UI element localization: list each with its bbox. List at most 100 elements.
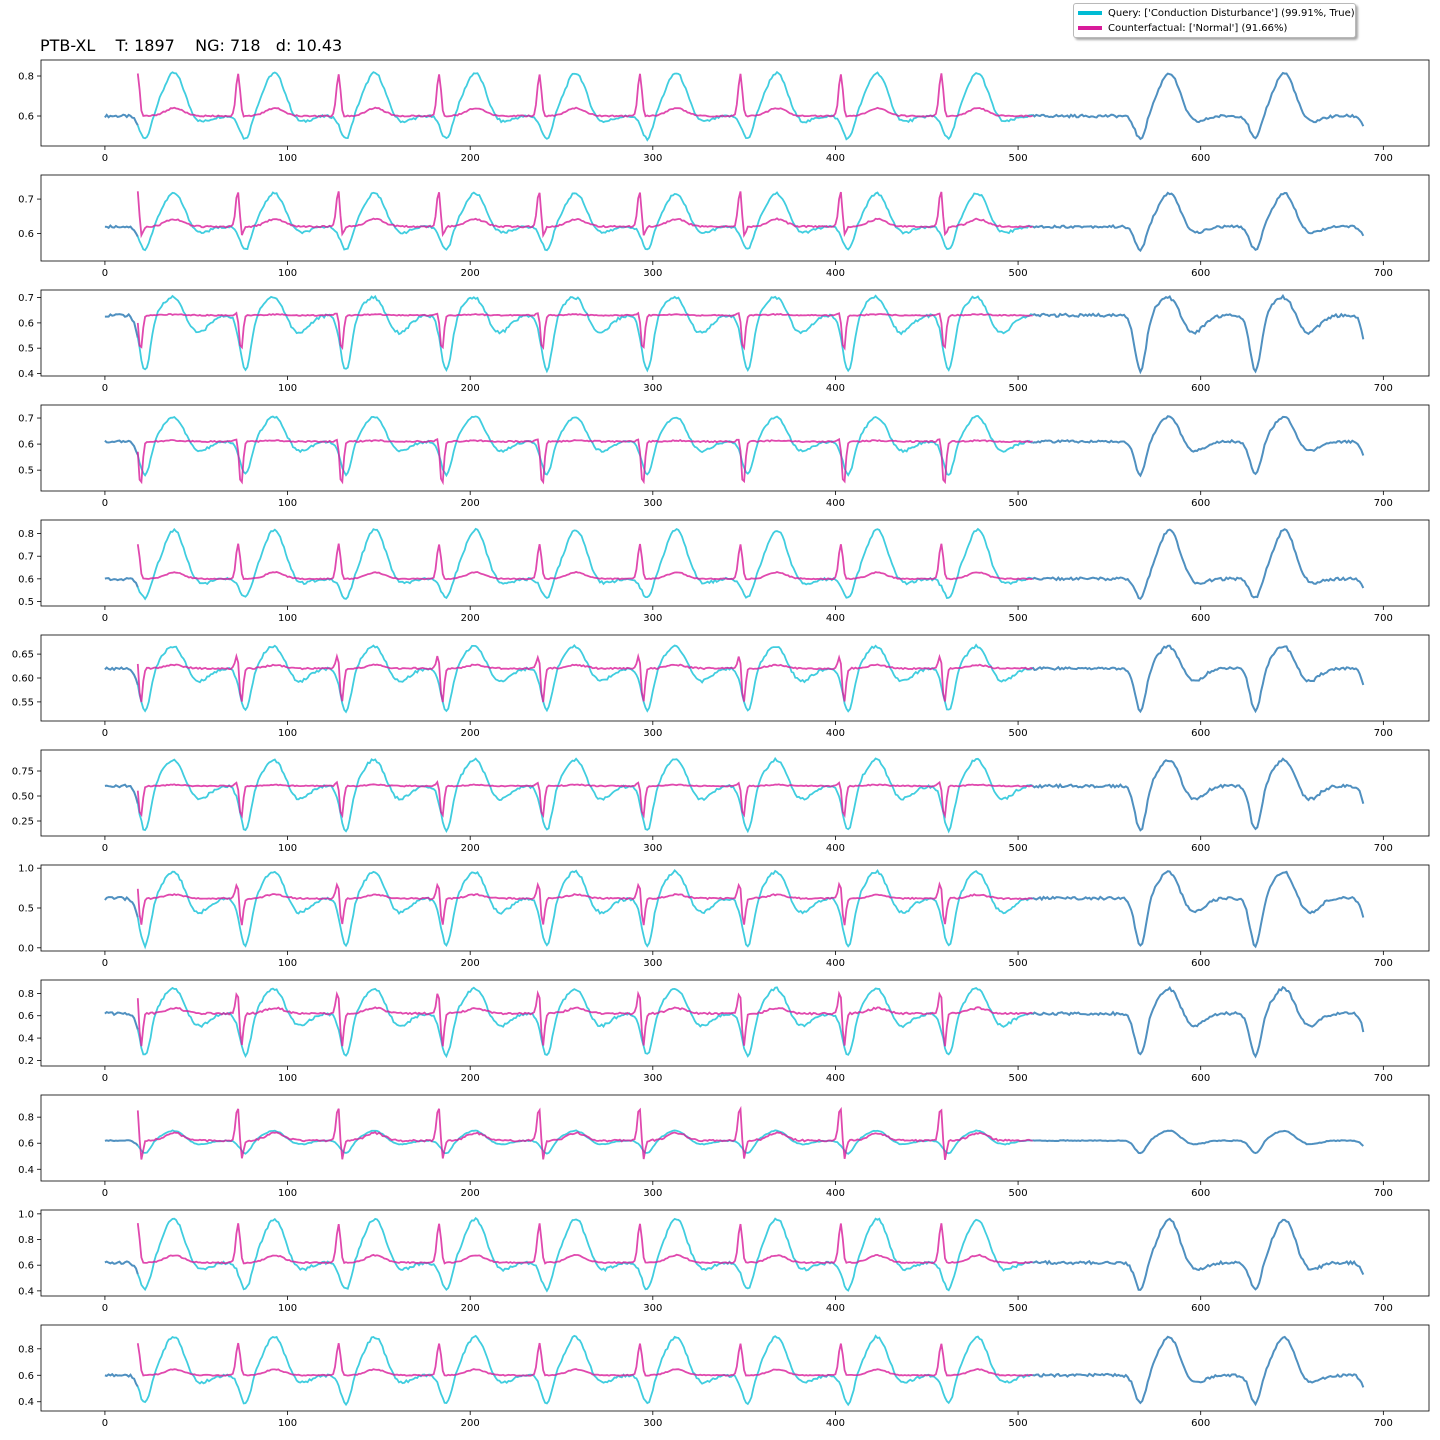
x-tick-label: 0	[102, 1418, 108, 1429]
x-tick-label: 400	[826, 1188, 845, 1199]
y-tick-label: 0.25	[12, 817, 34, 828]
x-tick-label: 300	[643, 613, 662, 624]
x-tick-label: 600	[1191, 268, 1210, 279]
series-line-query	[136, 527, 1034, 601]
x-tick-label: 300	[643, 1188, 662, 1199]
x-tick-label: 400	[826, 268, 845, 279]
x-tick-label: 500	[1009, 383, 1028, 394]
x-tick-label: 300	[643, 843, 662, 854]
x-tick-label: 700	[1374, 1188, 1393, 1199]
y-tick-label: 0.7	[18, 293, 34, 304]
y-tick-label: 0.8	[18, 529, 34, 540]
y-tick-label: 0.6	[18, 112, 34, 123]
series-line-query	[136, 1334, 1033, 1407]
legend-swatch-counterfactual	[1078, 26, 1102, 30]
y-tick-label: 0.6	[18, 1011, 34, 1022]
x-tick-label: 400	[826, 958, 845, 969]
series-line-overlap-start	[104, 224, 139, 238]
x-tick-label: 500	[1009, 843, 1028, 854]
x-tick-label: 100	[278, 1303, 297, 1314]
y-tick-label: 0.7	[18, 552, 34, 563]
x-tick-label: 500	[1009, 498, 1028, 509]
y-tick-label: 0.6	[18, 1371, 34, 1382]
x-tick-label: 500	[1009, 958, 1028, 969]
panel-frame	[40, 404, 1430, 492]
panel-frame	[40, 864, 1430, 952]
x-tick-label: 200	[461, 268, 480, 279]
x-tick-label: 600	[1191, 1303, 1210, 1314]
y-tick-label: 0.0	[18, 943, 34, 954]
series-line-overlap-end	[1031, 644, 1365, 714]
x-tick-label: 0	[102, 1303, 108, 1314]
lead-panel-4: 0 100 200 300 400 500 600 700 0.5 0.6 0.7	[18, 404, 1430, 509]
x-tick-label: 200	[461, 1073, 480, 1084]
x-tick-label: 200	[461, 843, 480, 854]
series-line-overlap-start	[104, 113, 139, 126]
x-tick-label: 700	[1374, 958, 1393, 969]
x-tick-label: 200	[461, 1418, 480, 1429]
series-line-overlap-end	[1032, 528, 1365, 601]
y-tick-label: 0.5	[18, 344, 34, 355]
x-tick-label: 300	[643, 153, 662, 164]
y-tick-label: 0.6	[18, 574, 34, 585]
legend-label-counterfactual: Counterfactual: ['Normal'] (91.66%)	[1108, 22, 1288, 34]
x-tick-label: 400	[826, 383, 845, 394]
chart-title: PTB-XL T: 1897 NG: 718 d: 10.43	[40, 36, 343, 55]
x-tick-label: 700	[1374, 268, 1393, 279]
y-tick-label: 0.50	[12, 792, 34, 803]
panel-frame	[40, 59, 1430, 147]
x-tick-label: 100	[278, 1418, 297, 1429]
series-line-overlap-end	[1032, 293, 1365, 375]
series-line-query	[136, 70, 1033, 142]
x-tick-label: 700	[1374, 1303, 1393, 1314]
x-tick-label: 700	[1374, 383, 1393, 394]
series-line-query	[136, 414, 1033, 478]
x-tick-label: 300	[643, 383, 662, 394]
x-tick-label: 200	[461, 383, 480, 394]
y-tick-label: 0.2	[18, 1056, 34, 1067]
x-tick-label: 200	[461, 958, 480, 969]
series-line-overlap-end	[1032, 415, 1365, 478]
x-tick-label: 400	[826, 153, 845, 164]
y-tick-label: 1.0	[18, 864, 34, 875]
x-tick-label: 500	[1009, 1188, 1028, 1199]
series-line-counterfactual	[136, 1342, 1033, 1377]
y-tick-label: 0.8	[18, 1113, 34, 1124]
x-tick-label: 600	[1191, 1418, 1210, 1429]
x-tick-label: 300	[643, 498, 662, 509]
x-tick-label: 0	[102, 958, 108, 969]
x-tick-label: 200	[461, 153, 480, 164]
series-line-overlap-end	[1032, 1217, 1365, 1291]
x-tick-label: 500	[1009, 1073, 1028, 1084]
x-tick-label: 100	[278, 613, 297, 624]
x-tick-label: 100	[278, 728, 297, 739]
series-line-overlap-end	[1032, 1335, 1365, 1407]
panel-frame	[40, 1209, 1430, 1297]
y-tick-label: 0.7	[18, 195, 34, 206]
series-line-overlap-start	[104, 896, 139, 918]
series-line-query	[136, 643, 1034, 714]
x-tick-label: 500	[1009, 268, 1028, 279]
x-tick-label: 0	[102, 153, 108, 164]
x-tick-label: 600	[1191, 1188, 1210, 1199]
x-tick-label: 300	[643, 958, 662, 969]
x-tick-label: 400	[826, 1303, 845, 1314]
series-line-counterfactual	[136, 1222, 1033, 1265]
x-tick-label: 700	[1374, 153, 1393, 164]
x-tick-label: 0	[102, 728, 108, 739]
series-line-query	[136, 986, 1034, 1059]
lead-panel-11: 0 100 200 300 400 500 600 700 0.4 0.6 0.8 1.0	[18, 1209, 1430, 1314]
y-tick-label: 0.8	[18, 1235, 34, 1246]
lead-panel-3: 0 100 200 300 400 500 600 700 0.4 0.5 0.6 0.7	[18, 289, 1430, 394]
lead-panel-1: 0 100 200 300 400 500 600 700 0.6 0.8	[18, 59, 1430, 164]
panel-frame	[40, 1094, 1430, 1182]
series-line-counterfactual	[136, 311, 1033, 351]
y-tick-label: 0.6	[18, 1261, 34, 1272]
series-line-counterfactual	[136, 780, 1033, 819]
x-tick-label: 400	[826, 1418, 845, 1429]
x-tick-label: 200	[461, 1188, 480, 1199]
legend-item-counterfactual: Counterfactual: ['Normal'] (91.66%)	[1078, 21, 1287, 35]
series-line-counterfactual	[136, 652, 1034, 703]
y-tick-label: 0.5	[18, 597, 34, 608]
x-tick-label: 400	[826, 843, 845, 854]
